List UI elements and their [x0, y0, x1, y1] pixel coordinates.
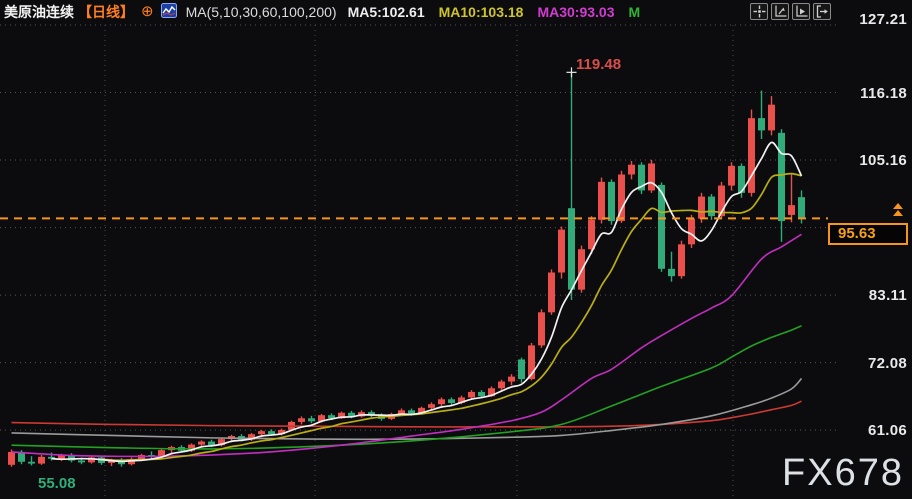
brand-watermark: FX678 [782, 452, 904, 494]
high-price-label: 119.48 [576, 56, 622, 73]
price-axis-label-127.21: 127.21 [859, 10, 907, 28]
ma-readout-3: M [628, 4, 641, 20]
ma-readouts: MA5:102.61 MA10:103.18 MA30:93.03 M [348, 4, 641, 20]
ma-readout-1: MA10:103.18 [438, 4, 524, 20]
price-axis-label-105.16: 105.16 [859, 152, 907, 170]
exit-icon[interactable] [813, 3, 831, 20]
current-price-box: 95.63 [828, 223, 908, 245]
price-axis-label-72.08: 72.08 [867, 354, 907, 372]
ma-parameters-label: MA(5,10,30,60,100,200) [185, 4, 337, 20]
symbol-name: 美原油连续 [4, 4, 74, 20]
period-selector[interactable]: 【日线】 [78, 4, 134, 20]
axis-play-icon[interactable] [792, 3, 810, 20]
low-price-label: 55.08 [38, 475, 76, 492]
price-axis-label-83.11: 83.11 [868, 287, 907, 305]
price-axis-label-61.06: 61.06 [867, 422, 907, 440]
ma-readout-0: MA5:102.61 [347, 4, 425, 20]
chart-toolbar [750, 3, 831, 20]
move-icon[interactable] [750, 3, 768, 20]
price-axis-label-116.18: 116.18 [860, 84, 907, 102]
chart-title-bar: 美原油连续 【日线】 ⊕ MA(5,10,30,60,100,200) MA5:… [4, 2, 640, 22]
add-indicator-icon[interactable]: ⊕ [141, 3, 154, 20]
ma-readout-2: MA30:93.03 [537, 4, 615, 20]
chart-style-icon[interactable] [160, 3, 177, 21]
axis-scale-icon[interactable] [771, 3, 789, 20]
